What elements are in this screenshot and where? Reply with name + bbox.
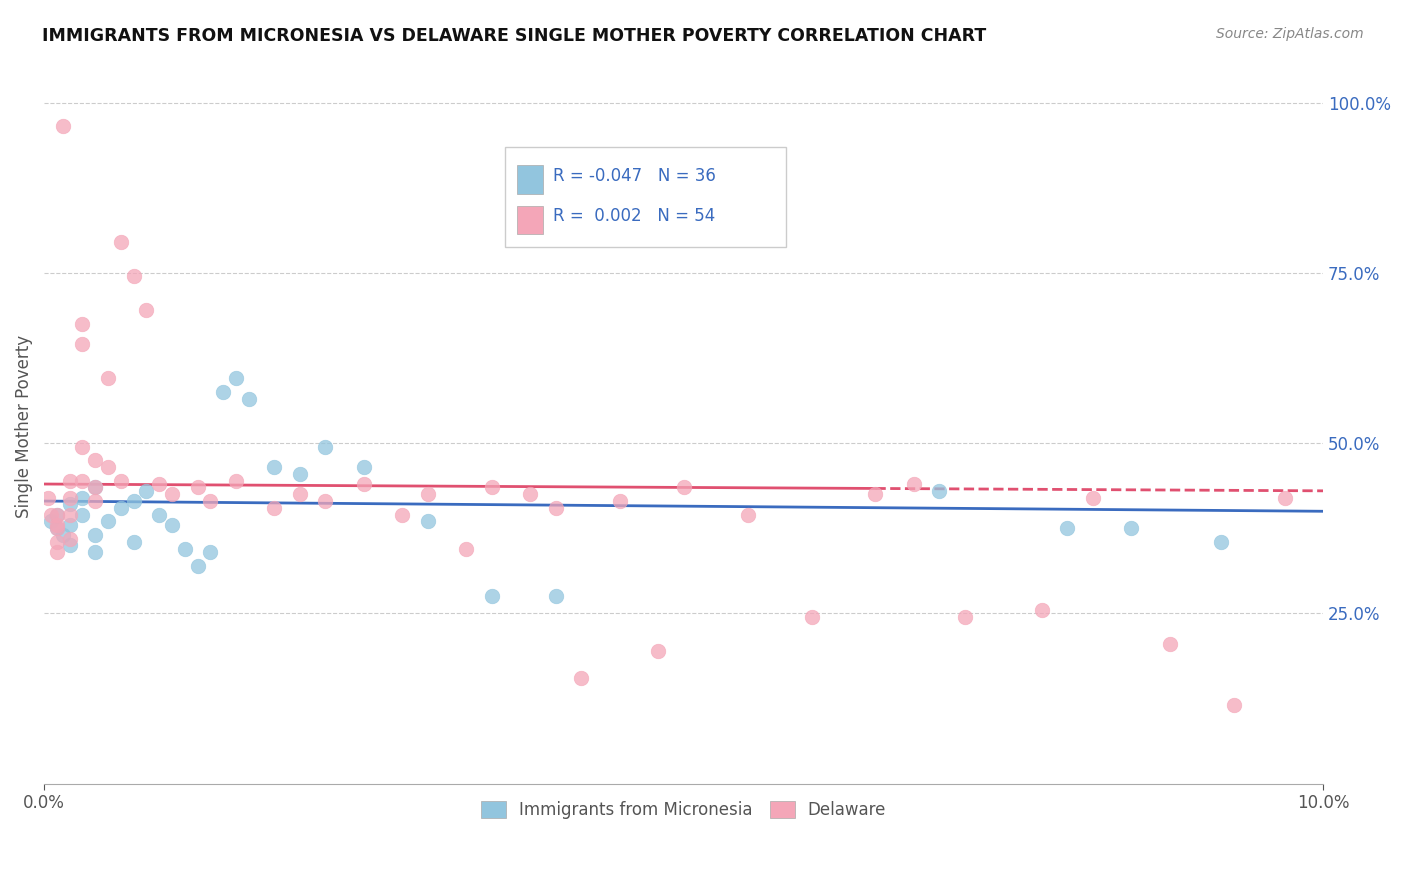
Point [865,487,887,501]
Point [135,303,157,318]
Point [1031,603,1053,617]
Y-axis label: Single Mother Poverty: Single Mother Poverty [15,334,32,517]
Point [72,440,94,454]
Point [84,494,107,508]
Point [84,453,107,467]
Legend: Immigrants from Micronesia, Delaware: Immigrants from Micronesia, Delaware [474,794,893,825]
Point [122,269,145,284]
Point [72,491,94,505]
Point [544,590,567,604]
Text: Source: ZipAtlas.com: Source: ZipAtlas.com [1216,27,1364,41]
Point [569,671,592,685]
Point [212,385,235,400]
Point [122,494,145,508]
Bar [505,147,786,247]
Point [173,541,195,556]
Point [59,491,82,505]
Point [903,477,925,491]
Point [1222,698,1244,713]
Point [315,494,337,508]
Point [84,545,107,559]
Point [59,517,82,532]
Point [353,460,375,475]
Point [39,515,62,529]
Point [416,515,439,529]
Bar [517,165,543,194]
Point [59,508,82,522]
Point [1209,535,1232,549]
Point [225,371,247,385]
Point [45,508,67,522]
Point [59,538,82,552]
Point [52,528,75,542]
Point [84,480,107,494]
Point [37,491,59,505]
Point [122,535,145,549]
Point [238,392,260,406]
Point [928,483,950,498]
Point [135,483,157,498]
Point [263,460,285,475]
Point [481,590,503,604]
Point [59,474,82,488]
Point [52,120,75,134]
Text: R =  0.002   N = 54: R = 0.002 N = 54 [553,207,716,226]
Point [59,498,82,512]
Point [59,532,82,546]
Point [72,508,94,522]
Point [45,521,67,535]
Point [45,508,67,522]
Point [481,480,503,494]
Point [110,235,132,250]
Point [1159,637,1181,651]
Point [225,474,247,488]
Text: IMMIGRANTS FROM MICRONESIA VS DELAWARE SINGLE MOTHER POVERTY CORRELATION CHART: IMMIGRANTS FROM MICRONESIA VS DELAWARE S… [42,27,987,45]
Point [97,371,120,385]
Point [1081,491,1104,505]
Point [1121,521,1143,535]
Point [315,440,337,454]
Point [84,480,107,494]
Point [416,487,439,501]
Point [45,521,67,535]
Point [187,558,209,573]
Point [800,610,823,624]
Point [97,515,120,529]
Point [519,487,541,501]
Point [288,487,311,501]
Point [84,528,107,542]
Point [456,541,478,556]
Point [72,474,94,488]
Point [263,500,285,515]
Point [97,460,120,475]
Point [391,508,413,522]
Text: R = -0.047   N = 36: R = -0.047 N = 36 [553,167,716,185]
Point [200,494,222,508]
Point [148,477,170,491]
Point [148,508,170,522]
Point [72,337,94,351]
Point [45,545,67,559]
Point [45,517,67,532]
Point [672,480,695,494]
Point [1274,491,1296,505]
Point [1056,521,1078,535]
Point [187,480,209,494]
Point [160,487,183,501]
Point [737,508,759,522]
Point [953,610,976,624]
Point [200,545,222,559]
Point [72,317,94,331]
Point [609,494,631,508]
Point [288,467,311,481]
Point [160,517,183,532]
Point [544,500,567,515]
Bar [517,206,543,235]
Point [39,508,62,522]
Point [353,477,375,491]
Point [110,474,132,488]
Point [647,644,669,658]
Point [45,535,67,549]
Point [110,500,132,515]
